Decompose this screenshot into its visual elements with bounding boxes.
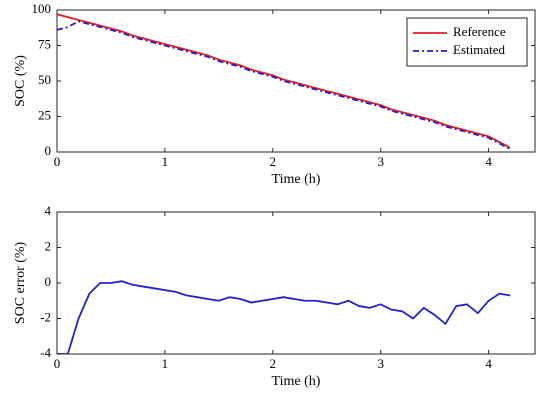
series-line	[57, 13, 511, 149]
y-tick-label: -4	[40, 345, 51, 360]
y-tick-label: 4	[45, 203, 52, 218]
x-tick-label: 4	[485, 356, 492, 371]
axes-frame	[56, 9, 536, 153]
plot-area	[57, 13, 511, 150]
y-tick-label: 50	[38, 72, 51, 87]
x-axis-label: Time (h)	[272, 172, 321, 187]
y-tick-label: -2	[40, 309, 51, 324]
x-tick-label: 3	[377, 356, 384, 371]
x-tick-label: 3	[377, 154, 384, 169]
axes-frame	[56, 211, 536, 355]
legend-label: Reference	[453, 24, 506, 39]
x-tick-label: 2	[270, 154, 277, 169]
y-axis-label: SOC error (%)	[13, 241, 28, 324]
x-tick-label: 1	[162, 154, 169, 169]
x-tick-label: 4	[485, 154, 492, 169]
legend-box	[406, 17, 528, 67]
y-tick-label: 0	[45, 274, 52, 289]
plot-area	[57, 280, 511, 354]
series-line	[57, 280, 511, 354]
y-tick-label: 0	[45, 143, 52, 158]
x-tick-label: 2	[270, 356, 277, 371]
y-axis-label: SOC (%)	[13, 55, 28, 107]
y-tick-label: 100	[32, 1, 52, 16]
y-tick-label: 25	[38, 107, 51, 122]
x-tick-label: 1	[162, 356, 169, 371]
x-tick-label: 0	[54, 356, 61, 371]
y-tick-label: 75	[38, 36, 51, 51]
series-line	[57, 20, 511, 150]
x-axis-label: Time (h)	[272, 374, 321, 389]
y-tick-label: 2	[45, 238, 52, 253]
legend-label: Estimated	[453, 42, 505, 57]
x-tick-label: 0	[54, 154, 61, 169]
